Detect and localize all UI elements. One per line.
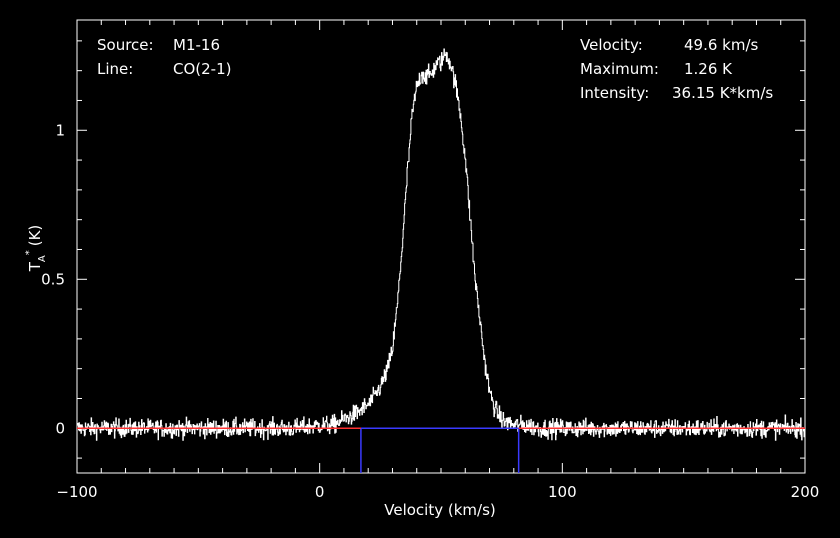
series-layer: [77, 48, 806, 441]
series-line: [77, 48, 806, 441]
y-tick-label: 0: [55, 419, 65, 437]
y-tick-label: 0.5: [41, 270, 65, 288]
x-tick-label: 200: [791, 483, 820, 501]
x-tick-label: −100: [56, 483, 97, 501]
line-label: Line:: [97, 60, 134, 78]
x-tick-label: 0: [315, 483, 325, 501]
source-label: Source:: [97, 36, 154, 54]
source-value: M1-16: [173, 36, 220, 54]
maximum-label: Maximum:: [580, 60, 659, 78]
x-axis-label: Velocity (km/s): [384, 501, 495, 519]
intensity-label: Intensity:: [580, 84, 650, 102]
line-value: CO(2-1): [173, 60, 232, 78]
y-axis-label-sub: A: [37, 255, 48, 262]
velocity-label: Velocity:: [580, 36, 643, 54]
velocity-value: 49.6 km/s: [684, 36, 759, 54]
y-tick-label: 1: [55, 121, 65, 139]
x-tick-label: 100: [548, 483, 577, 501]
y-axis-label-base: T: [26, 261, 44, 272]
y-axis-label-unit: (K): [26, 225, 44, 247]
intensity-value: 36.15 K*km/s: [672, 84, 774, 102]
y-axis-label: TA* (K): [24, 225, 48, 273]
axis-tick-labels: −100 0 100 200 0 0.5 1: [41, 121, 819, 501]
y-axis-label-sup: *: [24, 250, 35, 255]
maximum-value: 1.26 K: [684, 60, 733, 78]
axis-ticks: [76, 20, 806, 473]
overlay-layer: [77, 427, 805, 473]
